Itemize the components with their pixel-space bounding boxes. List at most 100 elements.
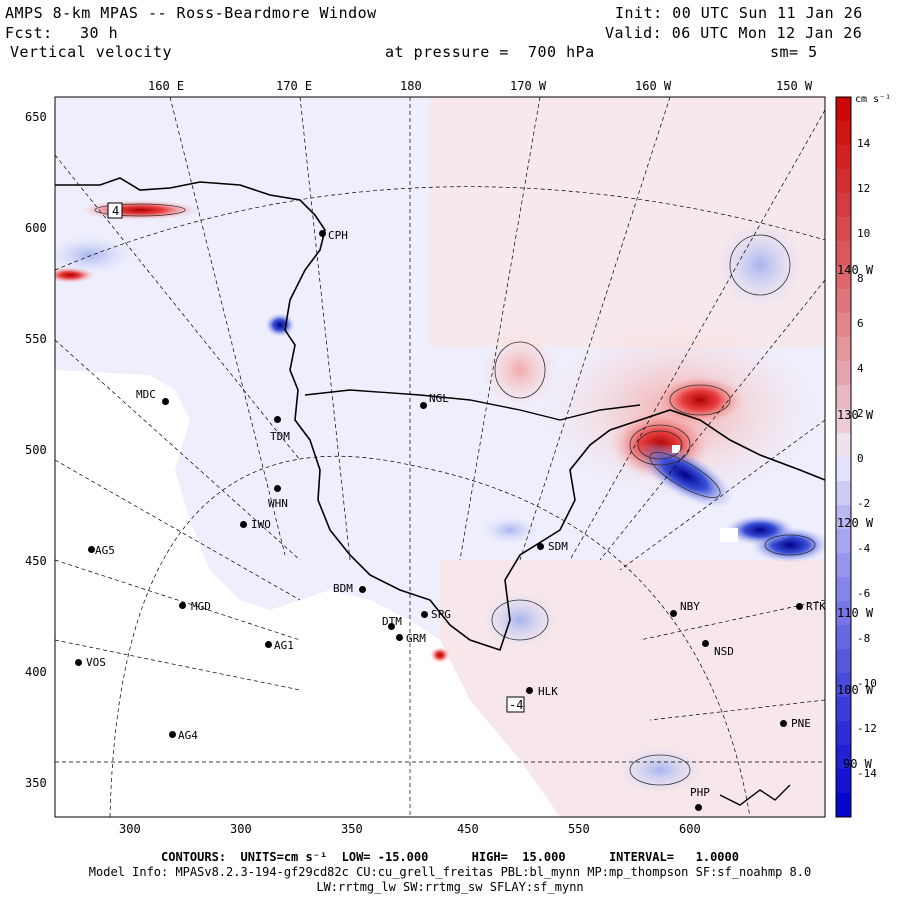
forecast-label: Fcst: <box>5 24 53 42</box>
pressure-level: at pressure = 700 hPa <box>385 43 595 61</box>
colorbar-step <box>836 145 851 170</box>
colorbar-step <box>836 577 851 602</box>
station-label-dtm: DTM <box>382 615 402 628</box>
field-gap <box>720 528 738 542</box>
lon-label-top: 170 E <box>276 79 313 93</box>
colorbar-step <box>836 553 851 578</box>
field-blob <box>265 313 295 337</box>
y-tick: 350 <box>25 776 47 790</box>
field-blob <box>80 200 200 220</box>
station-label-whn: WHN <box>268 497 288 510</box>
colorbar-step <box>836 193 851 218</box>
coastline <box>55 177 825 652</box>
field-blob <box>655 375 745 425</box>
lon-label-top: 160 E <box>148 79 185 93</box>
x-tick: 450 <box>457 822 479 836</box>
colorbar-step <box>836 745 851 770</box>
lon-label-right: 90 W <box>843 757 872 771</box>
contour-label-box <box>107 202 123 219</box>
station-marker <box>388 623 395 630</box>
colorbar-step <box>836 217 851 242</box>
init-time: Init: 00 UTC Sun 11 Jan 26 <box>615 4 863 22</box>
map-title: AMPS 8-km MPAS -- Ross-Beardmore Window <box>5 4 377 22</box>
smoothing: sm= 5 <box>770 43 818 61</box>
station-label-ag5: AG5 <box>95 544 115 557</box>
station-marker <box>274 416 281 423</box>
colorbar-label: -2 <box>857 497 871 510</box>
station-marker <box>240 521 247 528</box>
graticule <box>55 97 825 817</box>
lon-label-top: 160 W <box>635 79 672 93</box>
station-marker <box>526 687 533 694</box>
station-marker <box>396 634 403 641</box>
map-field <box>55 97 825 817</box>
station-marker <box>88 546 95 553</box>
lon-label-top: 150 W <box>776 79 813 93</box>
colorbar-step <box>836 697 851 722</box>
x-tick: 350 <box>341 822 363 836</box>
station-label-ag4: AG4 <box>178 729 198 742</box>
colorbar-label: -10 <box>857 677 877 690</box>
y-tick: 400 <box>25 665 47 679</box>
colorbar-step <box>836 457 851 482</box>
field-blob <box>480 516 540 544</box>
field-blob <box>615 745 705 795</box>
station-label-ngl: NGL <box>429 392 449 405</box>
station-label-spg: SPG <box>431 608 451 621</box>
y-tick: 650 <box>25 110 47 124</box>
station-label-pne: PNE <box>791 717 811 730</box>
station-label-tdm: TDM <box>270 430 290 443</box>
colorbar-step <box>836 289 851 314</box>
field-blob <box>715 220 805 310</box>
station-marker <box>780 720 787 727</box>
colorbar-step <box>836 601 851 626</box>
station-marker <box>179 602 186 609</box>
colorbar-step <box>836 481 851 506</box>
ice-shelf-edge <box>559 404 641 421</box>
station-label-ag1: AG1 <box>274 639 294 652</box>
lon-label-right: 140 W <box>837 263 874 277</box>
station-marker <box>75 659 82 666</box>
field-name: Vertical velocity <box>10 43 173 61</box>
contour-label: -4 <box>509 698 524 712</box>
colorbar-step <box>836 433 851 458</box>
lon-label-right: 110 W <box>837 606 874 620</box>
model-info: Model Info: MPASv8.2.3-194-gf29cd82c CU:… <box>88 865 812 879</box>
station-label-nsd: NSD <box>714 645 734 658</box>
ice-shelf-edge <box>304 389 561 421</box>
lon-label-top: 170 W <box>510 79 547 93</box>
contour-label: 4 <box>112 204 120 218</box>
forecast-hour: 30 h <box>80 24 119 42</box>
station-label-iwo: IWO <box>251 518 271 531</box>
x-tick: 300 <box>230 822 252 836</box>
colorbar-step <box>836 409 851 434</box>
x-tick: 550 <box>568 822 590 836</box>
colorbar-step <box>836 721 851 746</box>
y-tick: 550 <box>25 332 47 346</box>
station-label-vos: VOS <box>86 656 106 669</box>
colorbar-label: 6 <box>857 317 864 330</box>
colorbar-label: 2 <box>857 407 864 420</box>
field-blob <box>636 441 734 509</box>
colorbar-step <box>836 169 851 194</box>
station-label-hlk: HLK <box>538 685 558 698</box>
station-marker <box>162 398 169 405</box>
field-blob <box>480 590 560 650</box>
model-info-physics: LW:rrtmg_lw SW:rrtmg_sw SFLAY:sf_mynn <box>316 880 584 894</box>
lon-label-top: 180 <box>400 79 422 93</box>
station-marker <box>537 543 544 550</box>
colorbar-label: -6 <box>857 587 871 600</box>
colorbar-step <box>836 673 851 698</box>
terrain-mask <box>410 620 560 817</box>
colorbar-label: 4 <box>857 362 864 375</box>
valid-time: Valid: 06 UTC Mon 12 Jan 26 <box>605 24 863 42</box>
colorbar-units: cm s⁻¹ <box>855 94 892 105</box>
colorbar-label: 8 <box>857 272 864 285</box>
coastline <box>719 784 791 806</box>
map-frame <box>54 96 826 818</box>
colorbar-step <box>836 505 851 530</box>
colorbar-step <box>836 769 851 794</box>
contour-lines <box>94 203 816 786</box>
field-blob <box>480 330 560 410</box>
station-label-cph: CPH <box>328 229 348 242</box>
